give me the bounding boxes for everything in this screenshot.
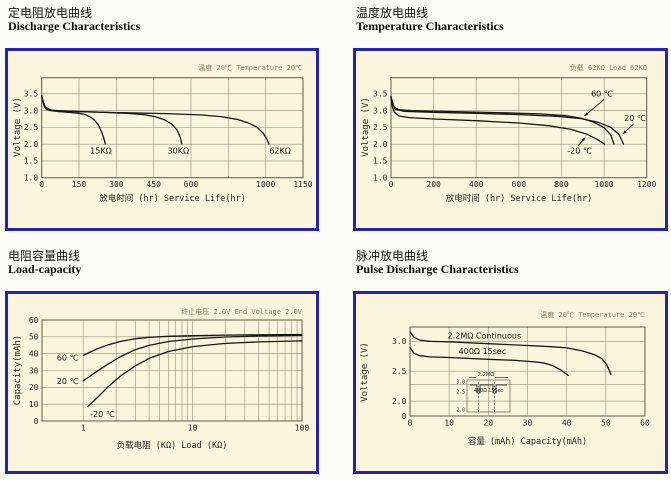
svg-text:1200: 1200 bbox=[637, 180, 656, 189]
svg-text:600: 600 bbox=[512, 180, 527, 189]
svg-text:1.5: 1.5 bbox=[373, 157, 388, 166]
svg-text:0: 0 bbox=[34, 417, 39, 426]
svg-text:2.5: 2.5 bbox=[373, 123, 388, 132]
svg-text:3.5: 3.5 bbox=[373, 90, 388, 99]
svg-text:1150: 1150 bbox=[293, 180, 312, 189]
svg-text:30: 30 bbox=[29, 366, 39, 375]
svg-text:1.5: 1.5 bbox=[24, 157, 39, 166]
svg-text:15KΩ: 15KΩ bbox=[90, 146, 112, 155]
chart4-title-cn: 脉冲放电曲线 bbox=[356, 249, 429, 263]
svg-text:60: 60 bbox=[640, 419, 650, 428]
svg-text:0: 0 bbox=[402, 412, 407, 421]
chart1-x-axis-label: 放电时间 (hr) Service Life(hr) bbox=[99, 194, 246, 204]
chart4-panel: 0 10 20 30 40 50 60 3.0 2.5 2.0 0 2.2MΩ Continuous 4… bbox=[353, 291, 668, 474]
svg-text:300: 300 bbox=[109, 180, 124, 189]
svg-text:10: 10 bbox=[444, 419, 454, 428]
chart1-y-axis-label: Voltage (V) bbox=[13, 97, 23, 157]
svg-text:60 ℃: 60 ℃ bbox=[591, 89, 613, 98]
chart3-y-axis-label: Capacity(mAh) bbox=[13, 334, 23, 406]
chart1-title-cn: 定电阻放电曲线 bbox=[8, 6, 93, 20]
svg-text:3.0: 3.0 bbox=[373, 106, 388, 115]
chart3-panel: 1 10 100 60 50 40 30 20 10 0 60 ℃ 20 ℃ -20 ℃ 终止电压 2.… bbox=[5, 291, 319, 474]
svg-text:60: 60 bbox=[29, 316, 39, 325]
chart3-annotation: 终止电压 2.0V End Voltage 2.0V bbox=[181, 308, 302, 316]
svg-text:3.0: 3.0 bbox=[392, 337, 407, 346]
svg-text:400: 400 bbox=[469, 180, 484, 189]
chart1-annotation: 温度 20℃ Temperature 20℃ bbox=[198, 64, 303, 72]
svg-text:2.0: 2.0 bbox=[456, 408, 465, 414]
chart2-panel: 0 200 400 600 800 1000 1200 3.5 3.0 2.5 2.0 1.5 1.0 6… bbox=[353, 48, 668, 231]
svg-text:2.2MΩ: 2.2MΩ bbox=[478, 372, 495, 378]
chart2-y-axis-label: Voltage (V) bbox=[361, 97, 371, 157]
svg-text:1: 1 bbox=[81, 424, 86, 433]
chart4-y-axis-label: Voltage (V) bbox=[360, 342, 370, 402]
svg-text:20 ℃: 20 ℃ bbox=[57, 377, 79, 386]
svg-text:50: 50 bbox=[601, 419, 611, 428]
svg-text:-20 ℃: -20 ℃ bbox=[90, 410, 115, 419]
svg-text:20: 20 bbox=[484, 419, 494, 428]
svg-text:40: 40 bbox=[562, 419, 572, 428]
svg-text:1.0: 1.0 bbox=[24, 174, 39, 183]
chart2-title-cn: 温度放电曲线 bbox=[356, 6, 429, 20]
chart4-annotation: 温度 20℃ Temperature 20℃ bbox=[540, 311, 645, 319]
svg-text:3.5: 3.5 bbox=[24, 90, 39, 99]
chart1-panel: 0 150 300 450 600 1000 1150 3.5 3.0 2.5 2.0 1.5 1.0 1… bbox=[5, 48, 319, 231]
load-capacity-block: 电阻容量曲线 Load-capacity 1 10 100 60 50 40 30 20 10 0… bbox=[5, 246, 319, 474]
svg-text:20 ℃: 20 ℃ bbox=[624, 114, 646, 123]
svg-text:2.5: 2.5 bbox=[456, 390, 465, 396]
svg-text:2.0: 2.0 bbox=[373, 140, 388, 149]
chart3-title-en: Load-capacity bbox=[8, 262, 82, 276]
svg-text:2.0: 2.0 bbox=[24, 140, 39, 149]
svg-text:62KΩ: 62KΩ bbox=[269, 146, 291, 155]
svg-text:2.0: 2.0 bbox=[392, 397, 407, 406]
svg-text:200: 200 bbox=[426, 180, 441, 189]
svg-text:800: 800 bbox=[554, 180, 569, 189]
temperature-characteristics-block: 温度放电曲线 Temperature Characteristics 0 200 4… bbox=[353, 3, 668, 231]
svg-text:20: 20 bbox=[29, 383, 39, 392]
svg-text:2.5: 2.5 bbox=[24, 123, 39, 132]
svg-text:30: 30 bbox=[523, 419, 533, 428]
chart1-title-en: Discharge Characteristics bbox=[8, 19, 141, 33]
svg-text:50: 50 bbox=[29, 333, 39, 342]
svg-text:400Ω 15Sec: 400Ω 15Sec bbox=[474, 388, 503, 394]
svg-text:0: 0 bbox=[389, 180, 394, 189]
svg-text:2.2MΩ Continuous: 2.2MΩ Continuous bbox=[448, 331, 521, 340]
chart4-x-axis-label: 容量 (mAh) Capacity(mAh) bbox=[467, 437, 588, 447]
svg-text:600: 600 bbox=[184, 180, 199, 189]
svg-text:2.5: 2.5 bbox=[392, 367, 407, 376]
chart1-plot: 0 150 300 450 600 1000 1150 3.5 3.0 2.5 2.0 1.5 1.0 1… bbox=[24, 77, 313, 189]
svg-text:150: 150 bbox=[72, 180, 87, 189]
svg-text:60 ℃: 60 ℃ bbox=[57, 353, 79, 362]
svg-text:3.0: 3.0 bbox=[456, 380, 465, 386]
chart2-annotation: 负载 62KΩ Load 62KΩ bbox=[569, 64, 647, 72]
svg-text:-20 ℃: -20 ℃ bbox=[567, 146, 592, 155]
pulse-discharge-block: 脉冲放电曲线 Pulse Discharge Characteristics 0… bbox=[353, 246, 668, 474]
svg-text:3.0: 3.0 bbox=[24, 106, 39, 115]
svg-text:450: 450 bbox=[146, 180, 161, 189]
chart2-x-axis-label: 放电时间 (hr) Service Life(hr) bbox=[445, 194, 593, 204]
svg-text:100: 100 bbox=[295, 424, 310, 433]
svg-text:0: 0 bbox=[408, 419, 413, 428]
svg-text:10: 10 bbox=[188, 424, 198, 433]
chart3-title-cn: 电阻容量曲线 bbox=[8, 249, 81, 263]
svg-text:1000: 1000 bbox=[594, 180, 613, 189]
svg-text:1.0: 1.0 bbox=[373, 174, 388, 183]
svg-text:10: 10 bbox=[29, 400, 39, 409]
chart2-plot: 0 200 400 600 800 1000 1200 3.5 3.0 2.5 2.0 1.5 1.0 6… bbox=[373, 77, 657, 189]
chart2-title-en: Temperature Characteristics bbox=[356, 19, 504, 33]
svg-text:0: 0 bbox=[39, 180, 44, 189]
chart4-plot: 0 10 20 30 40 50 60 3.0 2.5 2.0 0 2.2MΩ Continuous 4… bbox=[392, 326, 650, 428]
chart4-title-en: Pulse Discharge Characteristics bbox=[356, 262, 519, 276]
svg-text:1000: 1000 bbox=[256, 180, 275, 189]
svg-text:400Ω 15sec: 400Ω 15sec bbox=[459, 347, 507, 356]
chart3-x-axis-label: 负载电阻 (KΩ) Load (KΩ) bbox=[116, 441, 228, 451]
discharge-characteristics-block: 定电阻放电曲线 Discharge Characteristics 0 150 30… bbox=[5, 3, 319, 231]
svg-text:40: 40 bbox=[29, 349, 39, 358]
svg-text:30KΩ: 30KΩ bbox=[168, 146, 190, 155]
